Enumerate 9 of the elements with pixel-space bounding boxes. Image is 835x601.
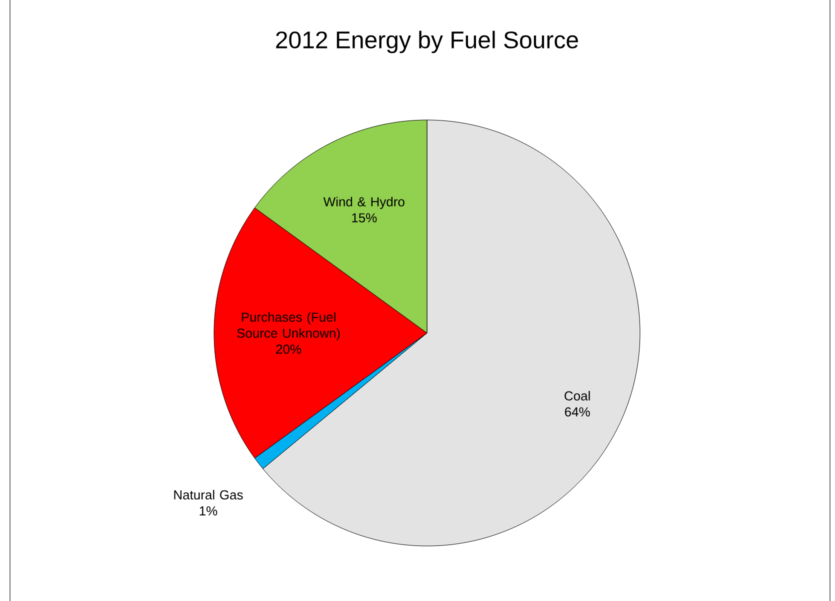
- data-label: 20%: [276, 344, 302, 354]
- data-label: 64%: [564, 407, 590, 416]
- slice-label: Natural Gas: [174, 490, 243, 500]
- slice-label: Purchases (Fuel Source Unknown): [237, 312, 340, 340]
- data-label: 1%: [200, 506, 218, 516]
- data-label: 15%: [352, 213, 377, 222]
- chart-title: 2012 Energy by Fuel Source: [276, 30, 578, 54]
- slice-label: Wind & Hydro: [323, 196, 404, 209]
- slice-label: Coal: [564, 390, 590, 400]
